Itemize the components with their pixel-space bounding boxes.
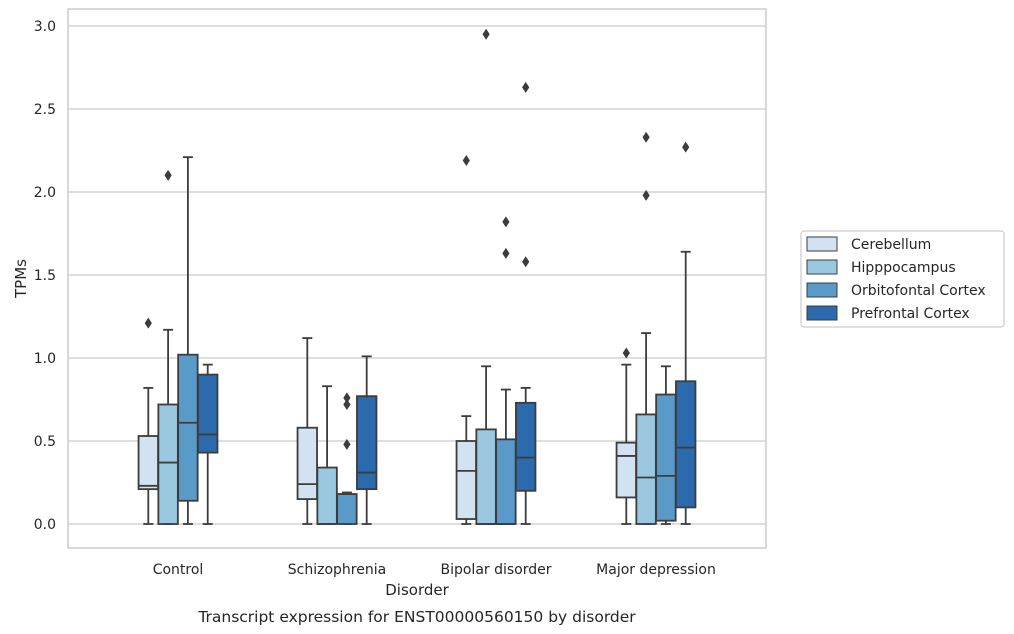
box-iqr bbox=[137, 435, 159, 491]
outlier-point bbox=[343, 392, 351, 404]
series-cerebellum bbox=[137, 154, 637, 525]
x-tick-label: Control bbox=[153, 562, 204, 578]
box-iqr bbox=[177, 353, 199, 502]
legend-swatch bbox=[806, 236, 838, 252]
x-tick-label: Schizophrenia bbox=[288, 562, 386, 578]
legend-frame bbox=[800, 230, 1005, 328]
box-iqr bbox=[495, 438, 517, 525]
box-iqr bbox=[316, 466, 338, 525]
plot-frame bbox=[67, 8, 767, 549]
box-iqr bbox=[515, 401, 537, 492]
y-axis-label: TPMs bbox=[12, 259, 30, 299]
box bbox=[655, 365, 677, 525]
box bbox=[316, 385, 338, 525]
box bbox=[336, 392, 358, 525]
box bbox=[475, 28, 497, 525]
y-tick-label: 2.0 bbox=[34, 185, 56, 201]
outlier-point bbox=[522, 256, 530, 268]
outlier-point bbox=[642, 189, 650, 201]
legend-label: Hipppocampus bbox=[851, 260, 956, 276]
box-iqr bbox=[655, 393, 677, 522]
outlier-point bbox=[462, 154, 470, 166]
x-tick-labels: Control Schizophrenia Bipolar disorder Majo… bbox=[153, 562, 716, 578]
x-axis-label: Disorder bbox=[385, 581, 449, 599]
outlier-point bbox=[622, 347, 630, 359]
box-iqr bbox=[356, 395, 378, 491]
legend-swatch bbox=[806, 282, 838, 298]
box-iqr bbox=[635, 413, 657, 525]
box-iqr bbox=[157, 403, 179, 525]
box bbox=[177, 156, 199, 525]
box bbox=[615, 347, 637, 525]
outlier-point bbox=[502, 216, 510, 228]
legend-item: Hipppocampus bbox=[806, 259, 956, 276]
series-prefrontal-cortex bbox=[197, 81, 697, 525]
y-tick-label: 1.5 bbox=[34, 268, 56, 284]
legend-item: Orbitofontal Cortex bbox=[806, 282, 986, 299]
legend-swatch bbox=[806, 305, 838, 321]
box bbox=[356, 355, 378, 525]
x-tick-label: Major depression bbox=[596, 562, 716, 578]
outlier-point bbox=[522, 81, 530, 93]
box-iqr bbox=[475, 428, 497, 525]
outlier-point bbox=[502, 247, 510, 259]
legend-label: Orbitofontal Cortex bbox=[851, 283, 986, 299]
box bbox=[515, 81, 537, 525]
box-iqr bbox=[455, 440, 477, 520]
y-tick-labels: 0.0 0.5 1.0 1.5 2.0 2.5 3.0 bbox=[34, 19, 56, 533]
series-hipppocampus bbox=[157, 28, 657, 525]
outlier-point bbox=[144, 317, 152, 329]
legend-item: Prefrontal Cortex bbox=[806, 305, 970, 322]
box bbox=[495, 216, 517, 525]
outlier-point bbox=[343, 438, 351, 450]
legend-swatch bbox=[806, 259, 838, 275]
box bbox=[455, 154, 477, 525]
y-tick-label: 2.5 bbox=[34, 102, 56, 118]
outlier-point bbox=[343, 398, 351, 410]
box-iqr bbox=[336, 493, 358, 525]
box-series bbox=[137, 28, 697, 525]
legend-item: Cerebellum bbox=[806, 236, 931, 253]
box bbox=[296, 337, 318, 525]
legend-label: Prefrontal Cortex bbox=[851, 306, 970, 322]
x-tick-label: Bipolar disorder bbox=[440, 562, 551, 578]
series-orbitofontal-cortex bbox=[177, 156, 677, 525]
legend-label: Cerebellum bbox=[851, 237, 931, 253]
box bbox=[675, 141, 697, 525]
outlier-point bbox=[164, 169, 172, 181]
box-iqr bbox=[197, 373, 219, 454]
outlier-point bbox=[642, 131, 650, 143]
box bbox=[635, 131, 657, 525]
box bbox=[197, 363, 219, 525]
y-tick-label: 0.5 bbox=[34, 434, 56, 450]
box-iqr bbox=[615, 441, 637, 499]
box bbox=[137, 317, 159, 525]
box bbox=[157, 169, 179, 525]
y-tick-label: 3.0 bbox=[34, 19, 56, 35]
y-tick-label: 0.0 bbox=[34, 517, 56, 533]
y-tick-label: 1.0 bbox=[34, 351, 56, 367]
outlier-point bbox=[682, 141, 690, 153]
outlier-point bbox=[482, 28, 490, 40]
box-iqr bbox=[296, 426, 318, 500]
chart-caption: Transcript expression for ENST0000056015… bbox=[197, 608, 636, 626]
legend: Cerebellum Hipppocampus Orbitofontal Corte… bbox=[800, 230, 1005, 328]
box-iqr bbox=[675, 380, 697, 509]
